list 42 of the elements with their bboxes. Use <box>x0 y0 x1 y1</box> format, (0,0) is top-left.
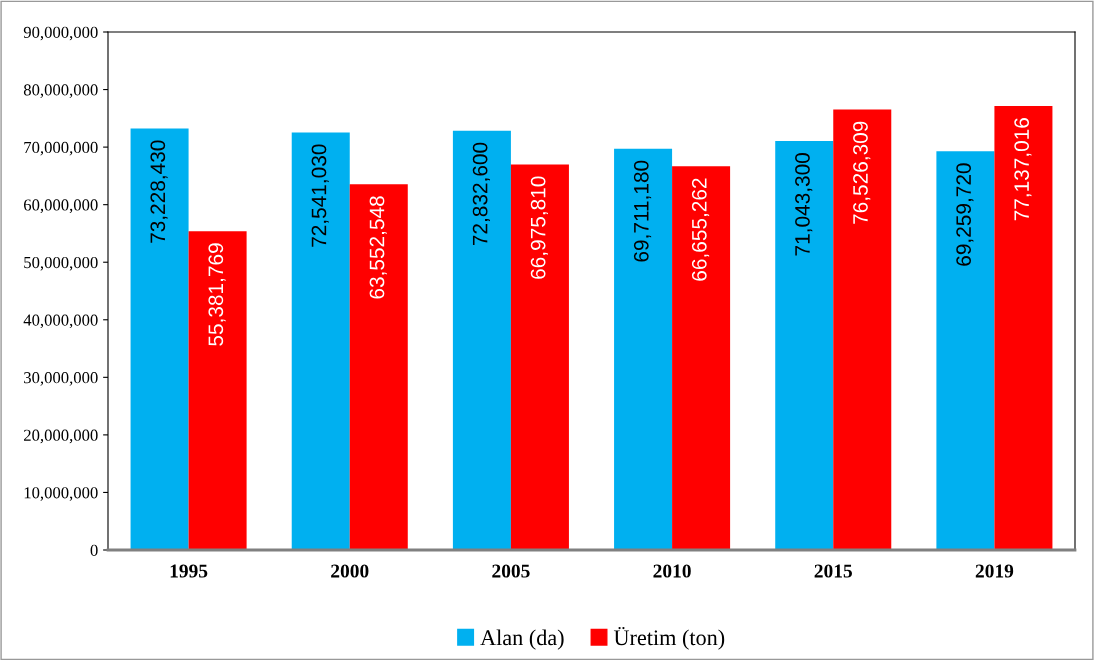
bar <box>291 132 350 550</box>
y-tick-label: 70,000,000 <box>24 141 98 156</box>
x-tick-label: 2010 <box>653 564 691 578</box>
x-tick-label: 2019 <box>975 564 1014 578</box>
y-tick-label: 0 <box>90 544 98 556</box>
bar <box>936 151 995 550</box>
data-label: 73,228,430 <box>150 140 168 243</box>
x-tick-label: 2000 <box>331 564 369 578</box>
bar <box>833 109 892 550</box>
x-tick-label: 2005 <box>492 564 530 578</box>
y-tick-label: 40,000,000 <box>23 314 98 329</box>
data-label: 72,541,030 <box>311 144 329 247</box>
data-label: 69,711,180 <box>633 160 652 262</box>
y-tick-label: 50,000,000 <box>24 256 98 271</box>
x-tick-label: 1995 <box>170 564 208 578</box>
bar <box>994 106 1053 550</box>
legend-label: Üretim (ton) <box>613 626 725 650</box>
y-tick-label: 20,000,000 <box>24 429 98 444</box>
bar <box>614 148 673 550</box>
data-label: 66,975,810 <box>530 176 548 279</box>
bar <box>452 130 511 550</box>
y-tick-label: 90,000,000 <box>23 26 98 41</box>
bar <box>349 184 408 550</box>
y-tick-label: 60,000,000 <box>23 199 98 214</box>
data-label: 71,043,300 <box>795 153 813 256</box>
data-label: 63,552,548 <box>369 196 387 299</box>
data-label: 55,381,769 <box>208 243 226 346</box>
y-tick-label: 80,000,000 <box>23 84 98 98</box>
bar <box>188 231 247 550</box>
data-label: 66,655,262 <box>691 178 710 281</box>
bar <box>775 141 834 550</box>
data-label: 77,137,016 <box>1014 118 1032 221</box>
data-label: 76,526,309 <box>853 121 871 224</box>
bar <box>510 164 569 550</box>
data-label: 69,259,720 <box>956 163 974 266</box>
legend-label: Alan (da) <box>480 629 564 650</box>
y-tick-label: 30,000,000 <box>24 372 98 386</box>
bar <box>130 128 189 550</box>
y-tick-label: 10,000,000 <box>24 487 98 501</box>
x-tick-label: 2015 <box>814 564 852 578</box>
data-label: 72,832,600 <box>472 142 490 246</box>
bar <box>672 166 731 550</box>
